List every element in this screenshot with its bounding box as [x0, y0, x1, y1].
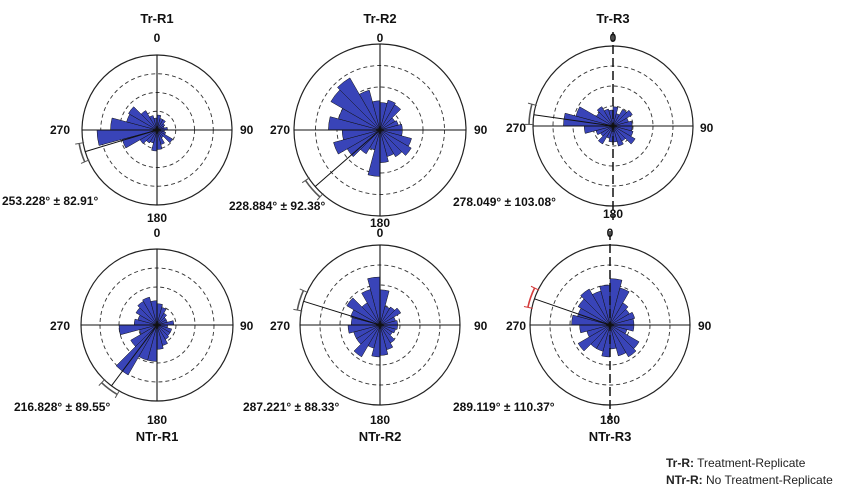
rose-bar — [156, 123, 166, 131]
direction-label: 270 — [50, 123, 70, 137]
legend-item-tr-r: Tr-R: Treatment-Replicate — [666, 456, 806, 470]
direction-label: 0 — [610, 31, 617, 45]
rose-bar — [609, 324, 627, 357]
direction-label: 270 — [506, 319, 526, 333]
rose-bar — [346, 297, 381, 326]
rose-bar — [603, 108, 614, 127]
rose-bar — [115, 324, 158, 376]
mean-label: 253.228° ± 82.91° — [2, 194, 98, 208]
rose-bar — [353, 324, 381, 358]
rose-bar — [156, 119, 166, 131]
ci-cap — [301, 177, 310, 184]
rose-bar — [379, 129, 412, 156]
panel-title: NTr-R2 — [359, 429, 402, 444]
panel-title: NTr-R1 — [136, 429, 179, 444]
direction-label: 180 — [603, 207, 623, 221]
ci-arc — [528, 103, 533, 125]
rose-panel: 0 90 180 270 Tr-R2 228.884° ± 92.38° — [229, 11, 488, 230]
panel-title: Tr-R3 — [596, 11, 629, 26]
direction-label: 90 — [700, 121, 714, 135]
direction-label: 0 — [377, 226, 384, 240]
direction-label: 90 — [240, 319, 254, 333]
direction-label: 270 — [270, 319, 290, 333]
legend-item-ntr-r: NTr-R: No Treatment-Replicate — [666, 473, 833, 487]
direction-label: 0 — [377, 31, 384, 45]
rose-bar — [337, 77, 381, 131]
ci-cap — [527, 102, 537, 106]
rose-bar — [580, 288, 611, 326]
rose-bar — [609, 302, 629, 326]
rose-bar — [379, 307, 402, 326]
rose-bar — [612, 109, 633, 127]
direction-label: 0 — [154, 226, 161, 240]
mean-label: 287.221° ± 88.33° — [243, 400, 339, 414]
rose-bar — [156, 312, 168, 326]
rose-panel: 0 90 180 270 NTr-R3 289.119° ± 110.37° — [453, 226, 712, 444]
rose-bar — [140, 110, 158, 131]
rose-bar — [609, 311, 636, 326]
rose-panel: 0 90 180 270 Tr-R1 253.228° ± 82.91° — [2, 11, 254, 225]
ci-cap — [98, 378, 106, 386]
mean-direction-line — [85, 129, 158, 153]
ci-cap — [523, 306, 533, 309]
direction-label: 270 — [506, 121, 526, 135]
panel-title: NTr-R3 — [589, 429, 632, 444]
mean-label: 289.119° ± 110.37° — [453, 400, 555, 414]
ci-cap — [114, 389, 121, 399]
mean-direction-line — [111, 324, 158, 387]
mean-direction-line — [534, 298, 611, 326]
direction-label: 90 — [698, 319, 712, 333]
rose-panel: 0 90 180 270 NTr-R1 216.828° ± 89.55° — [14, 226, 254, 444]
direction-label: 270 — [270, 123, 290, 137]
rose-bar — [577, 324, 611, 352]
panel-title: Tr-R2 — [363, 11, 396, 26]
direction-label: 0 — [607, 226, 614, 240]
direction-label: 180 — [370, 413, 390, 427]
rose-bar — [359, 89, 381, 131]
ci-cap — [316, 192, 324, 201]
rose-bar — [596, 106, 614, 127]
mean-label: 216.828° ± 89.55° — [14, 400, 110, 414]
ci-cap — [80, 159, 90, 164]
direction-label: 0 — [154, 31, 161, 45]
legend: Tr-R: Treatment-Replicate NTr-R: No Trea… — [666, 455, 833, 489]
rose-bar — [333, 129, 381, 155]
rose-bar — [379, 99, 396, 131]
rose-bar — [612, 125, 624, 147]
mean-label: 278.049° ± 103.08° — [453, 195, 556, 209]
mean-direction-line — [303, 300, 381, 326]
direction-label: 90 — [474, 123, 488, 137]
rose-panel: 0 90 180 270 NTr-R2 287.221° ± 88.33° — [243, 226, 488, 444]
ci-cap — [293, 308, 303, 312]
rose-bar — [149, 115, 158, 131]
rose-bar — [609, 324, 637, 358]
ci-arc — [527, 287, 536, 308]
rose-bar — [609, 287, 630, 326]
rose-bar — [156, 129, 173, 144]
ci-cap — [299, 288, 309, 294]
rose-bar — [128, 106, 158, 131]
rose-bar — [575, 106, 614, 127]
rose-bar — [597, 125, 614, 145]
rose-bar — [142, 296, 158, 326]
mean-label: 228.884° ± 92.38° — [229, 199, 325, 213]
mean-direction-line — [533, 114, 614, 127]
direction-label: 180 — [147, 413, 167, 427]
rose-bar — [612, 125, 636, 145]
direction-label: 90 — [474, 319, 488, 333]
direction-label: 180 — [600, 413, 620, 427]
rose-bar — [379, 104, 402, 131]
direction-label: 180 — [370, 216, 390, 230]
rose-panel: 0 90 180 270 Tr-R3 278.049° ± 103.08° — [453, 11, 714, 221]
direction-label: 180 — [147, 211, 167, 225]
direction-label: 270 — [50, 319, 70, 333]
ci-cap — [530, 285, 540, 291]
rose-bar — [130, 324, 158, 347]
mean-direction-line — [314, 129, 381, 187]
direction-label: 90 — [240, 123, 254, 137]
ci-cap — [75, 142, 85, 145]
rose-bar — [379, 129, 403, 158]
panel-title: Tr-R1 — [140, 11, 173, 26]
